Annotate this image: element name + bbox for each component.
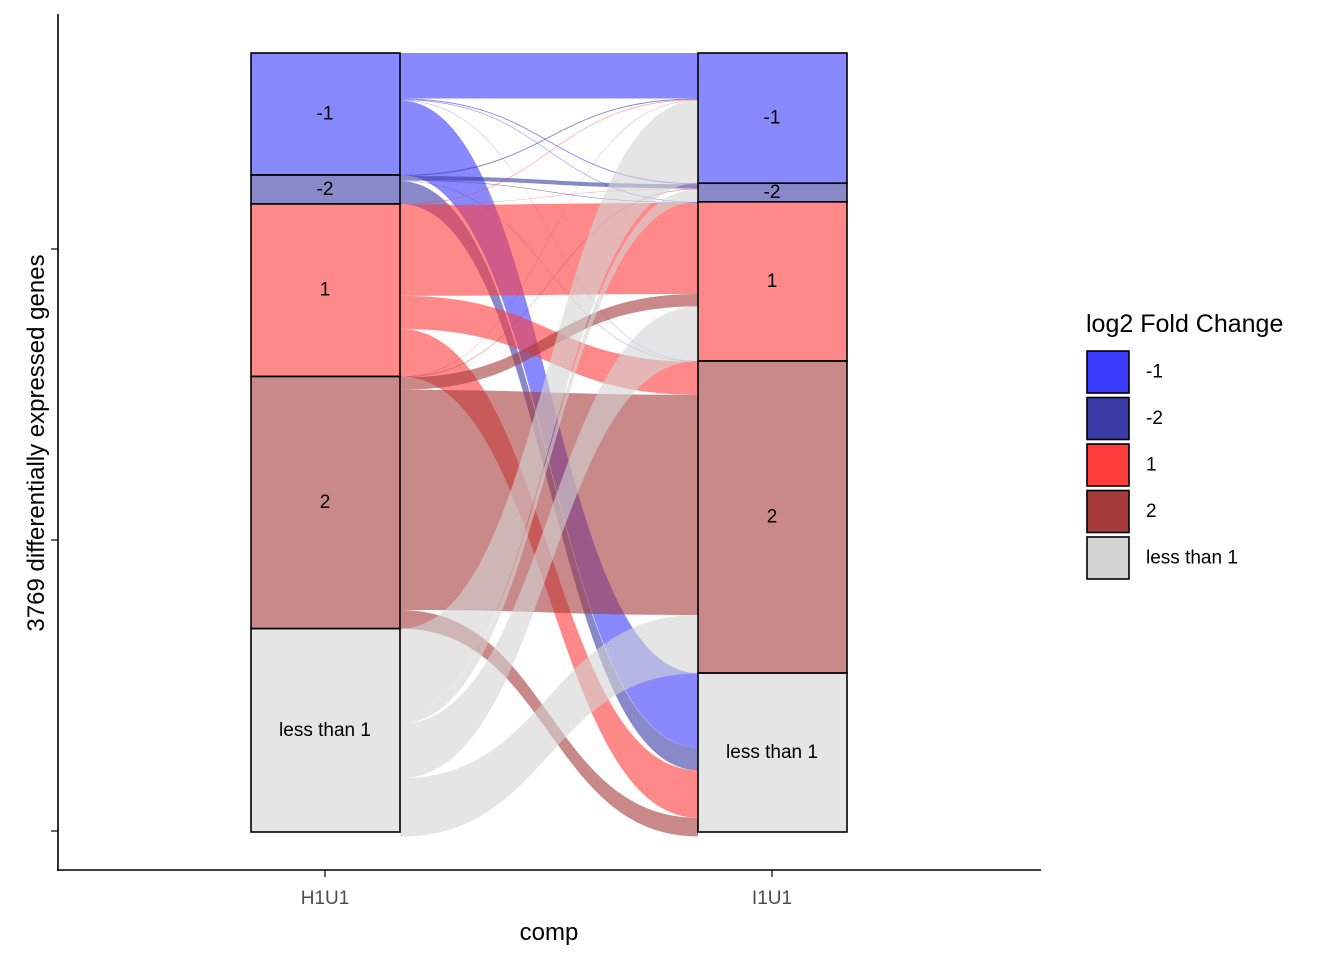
flow-band bbox=[400, 389, 698, 615]
stratum-block bbox=[250, 375, 401, 630]
flow-band bbox=[400, 306, 698, 779]
flow-band bbox=[400, 98, 698, 176]
legend-label: -2 bbox=[1146, 408, 1163, 429]
stratum-block bbox=[250, 627, 401, 833]
stratum-label: -1 bbox=[764, 108, 781, 129]
flow-band bbox=[400, 53, 698, 99]
flow-band bbox=[400, 99, 698, 203]
legend-label: -1 bbox=[1146, 362, 1163, 383]
flow-band bbox=[400, 293, 698, 390]
legend-label: 1 bbox=[1146, 455, 1157, 476]
stratum-block bbox=[697, 52, 848, 185]
flow-band bbox=[400, 188, 698, 378]
legend-swatch bbox=[1086, 536, 1130, 580]
flow-band bbox=[400, 100, 698, 712]
legend-entries: -1 -2 1 2 less than 1 bbox=[1086, 350, 1238, 580]
stratum-label: less than 1 bbox=[279, 720, 371, 741]
legend-swatch bbox=[1086, 489, 1130, 534]
flows-layer bbox=[400, 53, 698, 837]
flow-band bbox=[400, 614, 698, 837]
flow-band bbox=[400, 99, 698, 205]
stratum-block bbox=[250, 174, 401, 205]
stratum-label: -2 bbox=[764, 182, 781, 203]
x-ticks-layer: H1U1 I1U1 bbox=[301, 870, 792, 909]
stratum-block bbox=[250, 52, 401, 176]
strata-layer: -1 -2 1 2 less than 1 -1 -2 1 2 less than 1 bbox=[250, 52, 848, 833]
stratum-block bbox=[250, 203, 401, 378]
legend-title: log2 Fold Change bbox=[1086, 310, 1283, 338]
stratum-label: -1 bbox=[317, 103, 334, 124]
stratum-block bbox=[697, 672, 848, 833]
stratum-label: 2 bbox=[320, 492, 331, 513]
flow-band bbox=[400, 100, 698, 377]
stratum-label: 2 bbox=[767, 507, 778, 528]
legend-swatch bbox=[1086, 396, 1130, 441]
legend-label: less than 1 bbox=[1146, 548, 1238, 569]
flow-band bbox=[400, 98, 698, 185]
flow-band bbox=[400, 188, 698, 205]
stratum-label: 1 bbox=[320, 280, 331, 301]
stratum-block bbox=[697, 201, 848, 362]
legend: log2 Fold Change -1 -2 1 2 less than 1 bbox=[1086, 310, 1283, 580]
legend-swatch bbox=[1086, 443, 1130, 487]
stratum-block bbox=[697, 360, 848, 674]
stratum-label: -2 bbox=[317, 179, 334, 200]
x-axis-title: comp bbox=[520, 919, 579, 946]
y-axis-title: 3769 differentially expressed genes bbox=[23, 254, 50, 631]
legend-swatch bbox=[1086, 350, 1130, 394]
x-tick-label: I1U1 bbox=[752, 888, 792, 909]
stratum-label: less than 1 bbox=[726, 742, 818, 763]
x-tick-label: H1U1 bbox=[301, 888, 350, 909]
flow-band bbox=[400, 180, 698, 204]
legend-label: 2 bbox=[1146, 501, 1157, 522]
stratum-label: 1 bbox=[767, 271, 778, 292]
flow-band bbox=[400, 189, 698, 724]
